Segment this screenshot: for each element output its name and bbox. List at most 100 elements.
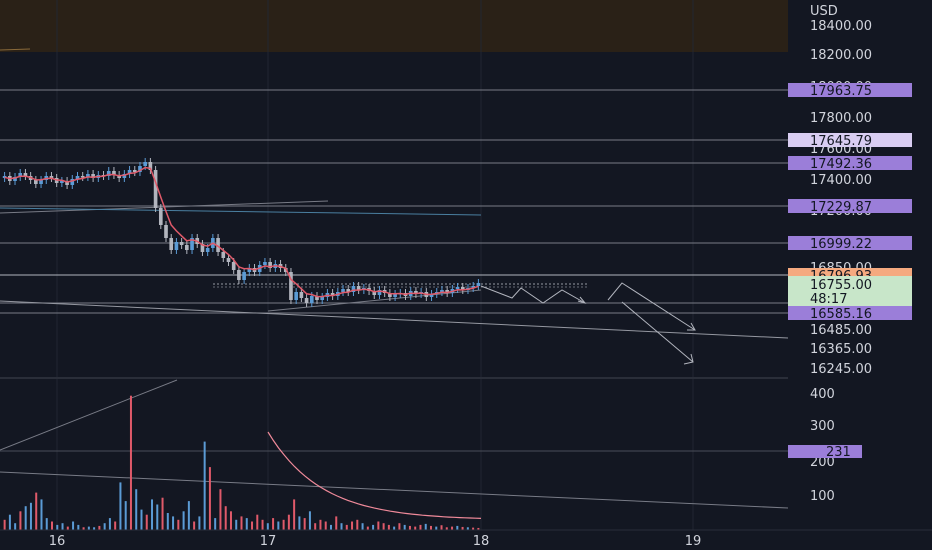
volume-bar [240,516,243,530]
volume-bar [366,526,369,530]
time-axis-background[interactable] [0,530,932,550]
volume-tick-label: 100 [810,489,835,504]
candle-body [13,177,17,181]
candle-body [429,294,434,297]
highlight-zone-line [0,48,31,51]
price-level-tag-label: 17492.36 [810,157,872,172]
volume-bar [319,519,322,530]
moving-average-line [4,166,479,298]
currency-label: USD [810,4,838,19]
candle-body [39,180,43,184]
price-level-tag [788,133,912,147]
candle-body [445,290,449,293]
volume-bar [398,523,401,530]
forecast-path-2 [607,282,696,331]
candle-body [476,283,481,286]
volume-bar [308,511,311,530]
volume-bar [256,514,259,530]
volume-bar [45,518,48,530]
volume-bar [208,467,211,530]
candle-body [179,242,184,245]
volume-bar [324,521,327,530]
price-level-tag-label: 17229.87 [810,200,872,215]
candle-body [263,262,267,265]
candle-body [330,293,335,296]
volume-bar [140,509,143,530]
volume-bar [451,526,454,530]
volume-tick-label: 300 [810,419,835,434]
candle-body [2,176,7,178]
volume-bar [151,499,154,530]
volume-bar [293,499,296,530]
candle-body [268,262,272,268]
price-tick-label: 18400.00 [810,19,872,34]
volume-bar [393,526,396,530]
volume-bar [261,519,264,530]
candle-body [185,245,189,250]
price-level-tag [788,306,912,320]
volume-trend-up [0,379,178,451]
candle-body [127,170,132,174]
price-level-tag [788,199,912,213]
candle-body [289,272,293,300]
candle-body [304,298,309,303]
volume-bar [98,525,101,530]
volume-bar [345,524,348,530]
volume-bar [424,523,427,530]
countdown-label: 48:17 [810,292,847,307]
candle-body [341,289,345,292]
candle-body [86,174,90,177]
volume-bar [219,489,222,530]
candle-body [80,176,85,178]
volume-bar [298,516,301,530]
candle-body [237,270,241,280]
volume-bar [429,525,432,530]
volume-bar [466,527,469,530]
candle-body [226,258,231,262]
volume-bar [187,501,190,530]
candle-body [75,176,80,179]
price-tick-label: 16245.00 [810,362,872,377]
candle-body [148,162,153,170]
volume-bar [361,523,364,530]
volume-bar [77,524,80,530]
candle-body [388,293,392,297]
candle-body [351,286,356,292]
volume-bar [193,521,196,530]
current-price-label: 16755.00 [810,278,872,293]
volume-bar [161,497,164,530]
volume-bar [135,489,138,530]
volume-bar [103,523,106,530]
volume-bar [156,504,159,530]
candle-body [247,268,252,272]
price-level-lines [0,89,788,314]
forecast-arrowhead-1 [577,296,587,304]
volume-bar [461,526,464,530]
price-level-tag-label: 17645.79 [810,134,872,149]
candle-body [205,248,210,252]
candle-body [309,296,314,303]
candle-body [143,162,148,166]
volume-bar [182,511,185,530]
candle-body [34,180,38,184]
candle-body [132,170,137,172]
volume-bar [445,527,448,530]
candle-body [393,294,397,297]
candle-body [174,242,179,250]
volume-bar [3,519,6,530]
candle-body [65,181,69,185]
volume-bar [166,513,169,530]
candle-body [377,290,382,295]
volume-decay-curve [267,431,482,519]
price-tick-label: 17400.00 [810,173,872,188]
volume-bar [119,482,122,530]
volume-bar [24,506,27,530]
volume-bar [419,524,422,530]
volume-bar [314,523,317,530]
volume-bar [214,518,217,530]
candle-body [460,287,465,290]
volume-level-tag: 231 [788,445,862,460]
forecast-path-1 [480,285,586,304]
volume-bar [72,521,75,530]
